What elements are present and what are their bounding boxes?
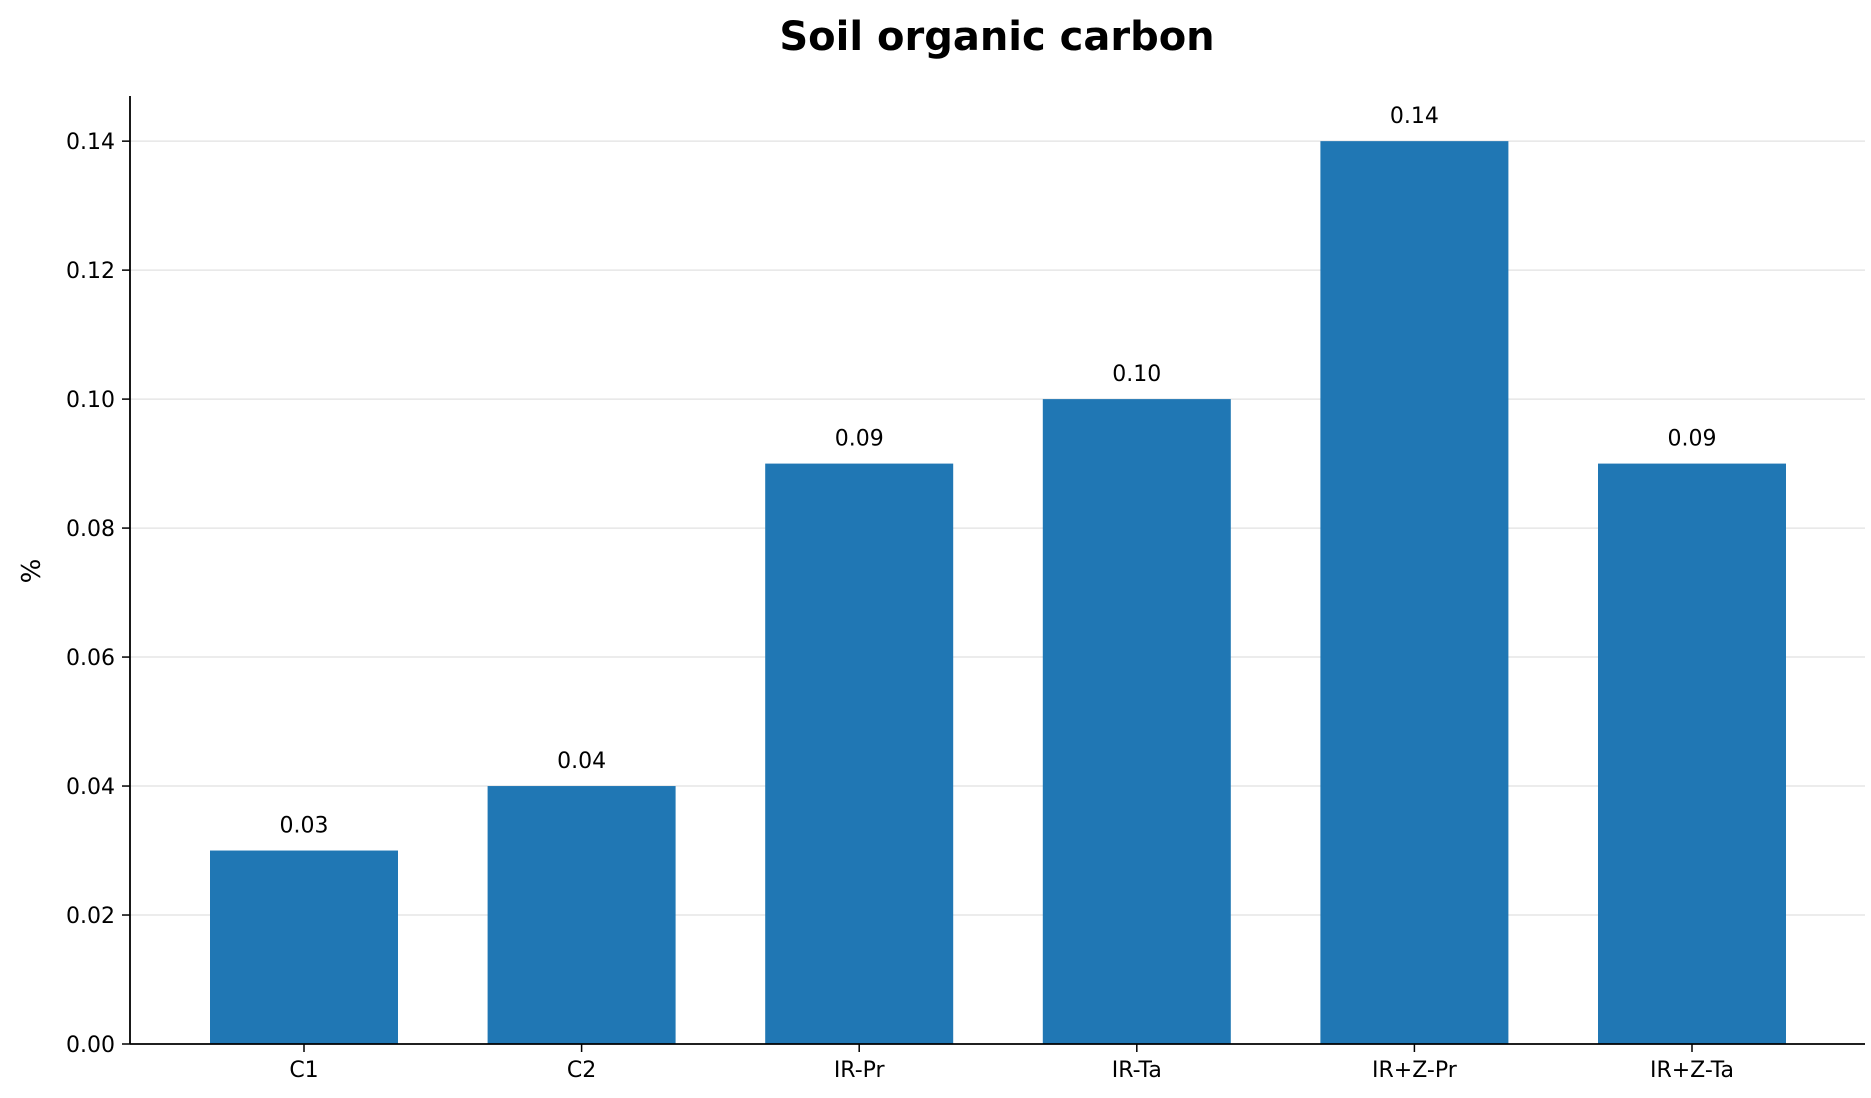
gridlines [130,140,1865,916]
bar [1042,399,1231,1044]
y-tick-label: 0.08 [66,517,115,542]
y-tick-label: 0.10 [66,388,115,413]
x-tick-label: IR+Z-Pr [1372,1058,1458,1083]
data-label: 0.10 [1112,362,1161,387]
bar [210,850,398,1044]
y-tick-label: 0.02 [66,904,115,929]
bar [1598,463,1786,1045]
bars [210,141,1786,1045]
y-tick-label: 0.00 [66,1033,115,1058]
y-tick-label: 0.12 [66,259,115,284]
x-tick-label: C1 [289,1058,318,1083]
y-tick-label: 0.14 [66,130,115,155]
data-label: 0.09 [835,427,884,452]
axes: 0.00 0.02 0.04 0.06 0.08 0.10 0.12 0.14 C1 C2 IR-P… [66,96,1865,1083]
x-tick-label: IR-Pr [834,1058,886,1083]
x-tick-label: C2 [567,1058,596,1083]
data-label: 0.14 [1390,104,1439,129]
x-tick-label: IR-Ta [1112,1058,1162,1083]
y-tick-label: 0.04 [66,775,115,800]
chart-title: Soil organic carbon [779,14,1214,60]
bar [487,786,676,1044]
y-tick-label: 0.06 [66,646,115,671]
data-label: 0.03 [280,814,329,839]
x-tick-label: IR+Z-Ta [1650,1058,1734,1083]
y-axis-label: % [17,559,47,584]
data-label: 0.09 [1668,427,1717,452]
bar [765,463,954,1045]
data-label: 0.04 [557,749,606,774]
bar [1320,141,1509,1045]
data-labels: 0.03 0.04 0.09 0.10 0.14 0.09 [280,104,1717,838]
